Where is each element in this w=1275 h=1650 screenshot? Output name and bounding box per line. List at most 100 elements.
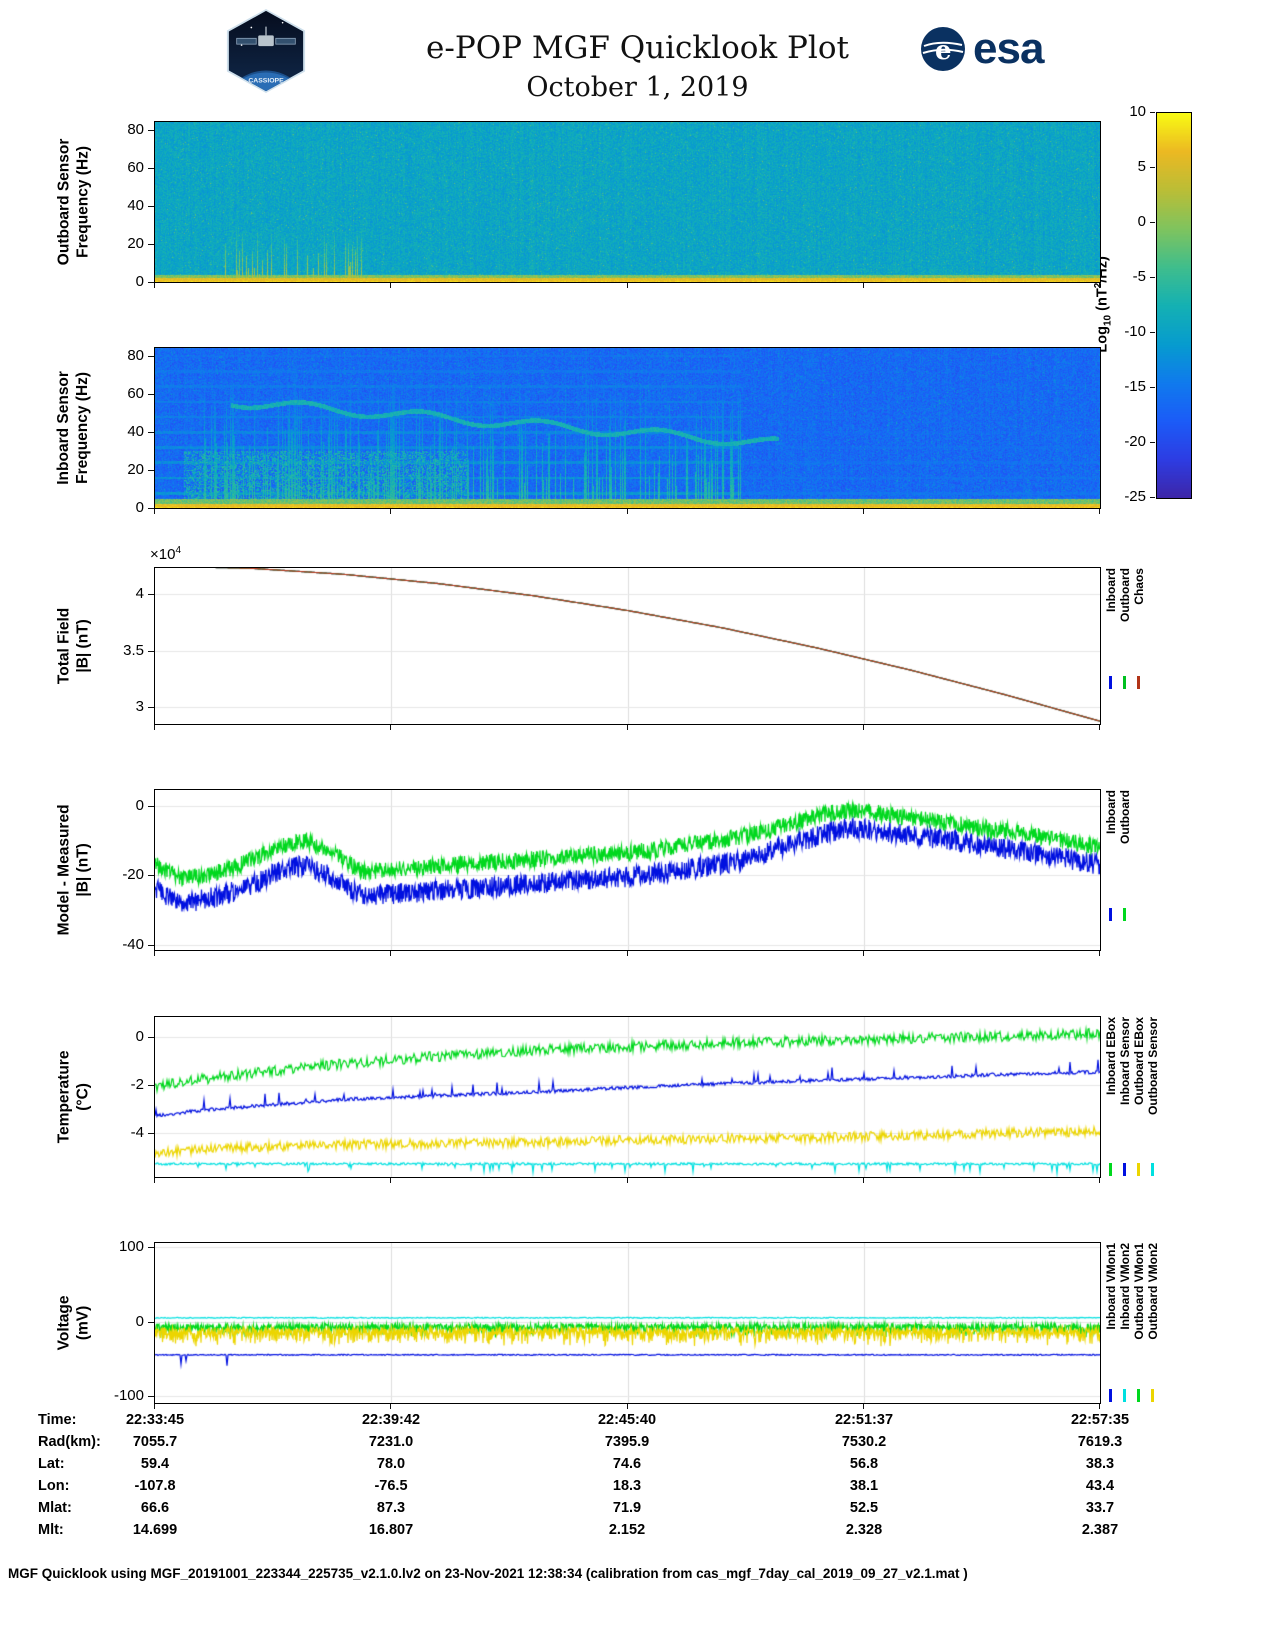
info-value: 22:39:42	[361, 1412, 421, 1428]
x-tick-mark	[390, 725, 391, 730]
model_minus_measured-canvas	[155, 790, 1100, 950]
ylabel-inboard_spectrogram: Inboard Sensor Frequency (Hz)	[50, 348, 98, 508]
axis-multiplier: ×104	[150, 545, 181, 563]
ylabel-temperature: Temperature (°C)	[50, 1017, 98, 1177]
legend-label: Inboard VMon1	[1104, 1243, 1118, 1330]
y-tick-label: 80	[127, 120, 144, 138]
x-tick-mark	[863, 725, 864, 730]
x-tick-mark	[390, 951, 391, 956]
colorbar-tick-mark	[1150, 332, 1155, 333]
y-tick-label: 40	[127, 422, 144, 440]
legend-voltage: Inboard VMon1 Inboard VMon2 Outboard VMon1…	[1104, 1243, 1160, 1403]
esa-emblem-icon: e	[921, 27, 965, 71]
y-tick-label: -20	[122, 866, 144, 884]
ylabel-line: Frequency (Hz)	[74, 372, 91, 484]
ylabel-outboard_spectrogram: Outboard Sensor Frequency (Hz)	[50, 122, 98, 282]
y-tick-label: 3.5	[123, 641, 144, 659]
y-tick-mark	[148, 394, 154, 395]
colorbar-tick-mark	[1150, 387, 1155, 388]
legend-color-dash	[1109, 676, 1112, 689]
y-tick-mark	[148, 1133, 154, 1134]
footer-note: MGF Quicklook using MGF_20191001_223344_…	[8, 1566, 968, 1581]
info-value: 7231.0	[368, 1434, 414, 1450]
colorbar-tick-mark	[1150, 112, 1155, 113]
legend-item: Outboard	[1118, 790, 1132, 950]
info-value: 22:33:45	[125, 1412, 185, 1428]
legend-color-dash	[1137, 1389, 1140, 1402]
axis-multiplier-exp: 4	[175, 545, 182, 556]
legend-label: Outboard VMon1	[1132, 1243, 1146, 1340]
y-tick-label: -4	[130, 1123, 144, 1141]
legend-color-dash	[1123, 676, 1126, 689]
info-value: 22:45:40	[597, 1412, 657, 1428]
legend-item: Inboard	[1104, 790, 1118, 950]
y-tick-mark	[148, 508, 154, 509]
info-value: 2.387	[1081, 1522, 1119, 1538]
colorbar-tick-label: -5	[1132, 268, 1146, 285]
esa-logo: e esa	[920, 26, 1044, 72]
legend-color-dash	[1123, 908, 1126, 921]
legend-color-dash	[1123, 1389, 1126, 1402]
panel-inboard_spectrogram	[154, 347, 1101, 509]
legend-label: Inboard	[1104, 790, 1118, 834]
cassiope-logo-text: CASSIOPE	[248, 77, 284, 84]
colorbar-tick-mark	[1150, 167, 1155, 168]
ylabel-line: (°C)	[74, 1083, 91, 1111]
ylabel-line: |B| (nT)	[74, 843, 92, 897]
legend-label: Inboard EBox	[1104, 1017, 1118, 1096]
x-tick-mark	[1099, 1404, 1100, 1409]
info-value: 78.0	[376, 1456, 406, 1472]
x-tick-mark	[390, 1404, 391, 1409]
y-tick-mark	[148, 432, 154, 433]
y-tick-mark	[148, 707, 154, 708]
y-tick-label: 3	[135, 698, 144, 716]
info-value: 87.3	[376, 1500, 406, 1516]
info-value: 33.7	[1085, 1500, 1115, 1516]
temperature-canvas	[155, 1017, 1100, 1177]
ylabel-line: |B| (nT)	[74, 619, 92, 673]
y-tick-mark	[148, 282, 154, 283]
y-tick-mark	[148, 470, 154, 471]
y-tick-mark	[148, 1322, 154, 1323]
ylabel-line: Voltage	[55, 1295, 73, 1351]
colorbar	[1156, 112, 1192, 499]
y-tick-label: -40	[122, 935, 144, 953]
info-value: 56.8	[849, 1456, 879, 1472]
info-value: -76.5	[374, 1478, 408, 1494]
y-tick-label: 80	[127, 346, 144, 364]
info-value: 38.3	[1085, 1456, 1115, 1472]
legend-item: Outboard VMon2	[1146, 1243, 1160, 1403]
ylabel-voltage: Voltage (mV)	[50, 1243, 98, 1403]
y-tick-label: 60	[127, 158, 144, 176]
y-tick-mark	[148, 651, 154, 652]
legend-item: Outboard Sensor	[1146, 1017, 1160, 1177]
ylabel-line: Frequency (Hz)	[74, 146, 92, 258]
y-tick-label: 0	[135, 1312, 144, 1330]
info-row-label: Mlt:	[38, 1522, 64, 1538]
colorbar-tick-mark	[1150, 442, 1155, 443]
y-tick-label: -2	[130, 1076, 144, 1094]
legend-label: Chaos	[1132, 568, 1146, 605]
legend-item: Outboard VMon1	[1132, 1243, 1146, 1403]
voltage-canvas	[155, 1243, 1100, 1403]
ylabel-line: Temperature	[55, 1050, 73, 1144]
y-tick-label: 20	[127, 234, 144, 252]
x-tick-mark	[1099, 1178, 1100, 1183]
x-tick-mark	[1099, 951, 1100, 956]
y-tick-label: 100	[118, 1238, 144, 1256]
y-tick-label: 60	[127, 384, 144, 402]
y-tick-mark	[148, 1396, 154, 1397]
y-tick-mark	[148, 356, 154, 357]
x-tick-mark	[154, 283, 155, 288]
panel-temperature	[154, 1016, 1101, 1178]
plot-title: e-POP MGF Quicklook Plot	[426, 30, 849, 66]
legend-label: Outboard VMon2	[1146, 1243, 1160, 1340]
panel-model_minus_measured	[154, 789, 1101, 951]
x-tick-mark	[390, 283, 391, 288]
info-value: 71.9	[612, 1500, 642, 1516]
title-block: e-POP MGF Quicklook Plot October 1, 2019	[0, 30, 1275, 103]
colorbar-tick-mark	[1150, 277, 1155, 278]
x-tick-mark	[627, 1178, 628, 1183]
colorbar-tick-label: -10	[1124, 323, 1146, 340]
ylabel-model_minus_measured: Model - Measured |B| (nT)	[50, 790, 98, 950]
